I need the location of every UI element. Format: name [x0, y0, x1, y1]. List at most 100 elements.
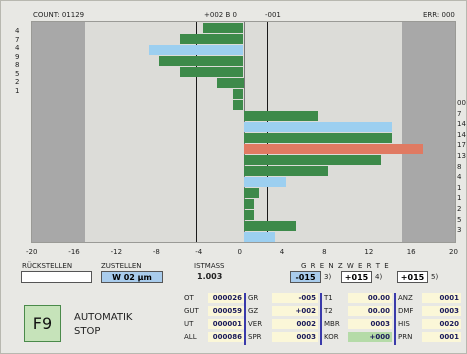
left-count-label: 1: [15, 86, 20, 95]
stat-value: 0001: [422, 293, 461, 303]
histogram-bar: [243, 166, 329, 176]
center-readout: +002 B 0: [204, 11, 237, 19]
stat-label: VER: [248, 320, 263, 328]
stat-label: GUT: [184, 307, 199, 315]
histogram-bar: [243, 111, 318, 121]
right-count-label: 00: [457, 99, 466, 107]
left-count-label: 4: [15, 44, 20, 52]
limit-3-field[interactable]: +015: [397, 271, 428, 283]
mode-line-1: AUTOMATIK: [74, 312, 133, 323]
stat-label: T2: [324, 307, 333, 315]
column-separator: [244, 293, 246, 345]
stat-value: 0003: [348, 319, 392, 329]
x-tick-label: 4: [279, 248, 285, 256]
count-readout: COUNT: 01129: [33, 11, 85, 19]
stat-value: 0003: [272, 332, 318, 342]
stat-label: OT: [184, 294, 194, 302]
zustellen-field[interactable]: W 02 µm: [101, 271, 163, 283]
right-count-label: 2: [457, 205, 462, 213]
x-tick-label: 20: [449, 248, 458, 256]
limit-1-field[interactable]: -015: [290, 271, 321, 283]
stat-value: +000: [348, 332, 392, 342]
zero-line: [243, 22, 245, 242]
right-count-label: 17: [457, 141, 466, 150]
stat-value: 000026: [208, 293, 244, 303]
left-count-label: 5: [15, 69, 20, 78]
stat-label: UT: [184, 320, 194, 328]
left-count-label: 8: [15, 61, 20, 69]
x-tick-label: -8: [152, 248, 160, 256]
column-separator: [320, 293, 322, 345]
right-count-label: 4: [457, 173, 462, 182]
x-tick-label: -16: [68, 248, 80, 256]
histogram-bar: [217, 78, 244, 88]
histogram-bar: [243, 210, 255, 220]
stat-value: 000086: [208, 332, 244, 342]
histogram-bar: [243, 232, 276, 242]
stat-label: T1: [324, 294, 333, 302]
stat-label: ALL: [184, 333, 197, 341]
rueckstellen-label: RÜCKSTELLEN: [22, 262, 73, 270]
histogram-bar: [203, 23, 244, 33]
right-count-label: 7: [457, 109, 462, 118]
lower-limit-zone: [32, 22, 85, 242]
histogram-bar: [180, 67, 244, 77]
mode-line-2: STOP: [74, 326, 101, 337]
stat-label: PRN: [398, 333, 413, 341]
stat-value: 00.00: [348, 306, 392, 316]
stat-label: SPR: [248, 333, 262, 341]
x-tick-label: 8: [322, 248, 327, 256]
stat-value: 0001: [422, 332, 461, 342]
right-count-label: 14: [457, 120, 466, 129]
x-tick-label: 16: [406, 248, 416, 256]
istmass-label: ISTMASS: [194, 262, 225, 270]
right-count-label: 13: [457, 152, 466, 160]
right-count-label: 5: [457, 215, 462, 224]
x-tick-label: -12: [110, 248, 123, 256]
offset-readout: -001: [265, 11, 281, 19]
x-tick-label: 0: [237, 248, 242, 256]
right-count-label: 8: [457, 162, 462, 171]
rueckstellen-field[interactable]: [21, 271, 92, 283]
x-tick-label: -4: [195, 248, 203, 256]
deviation-histogram: [31, 21, 456, 243]
left-count-label: 7: [15, 35, 20, 44]
stat-label: GR: [248, 294, 259, 302]
histogram-bar: [232, 100, 244, 110]
x-tick-label: 12: [364, 248, 374, 256]
stat-label: MBR: [324, 320, 340, 328]
x-tick-label: -20: [26, 248, 38, 256]
limit-2-field[interactable]: +015: [341, 271, 372, 283]
error-readout: ERR: 000: [423, 11, 455, 19]
left-count-label: 9: [15, 52, 20, 61]
limit-1-number: 3): [324, 273, 332, 281]
grenzwerte-label: G R E N Z W E R T E: [301, 262, 390, 270]
stat-value: 0002: [272, 319, 318, 329]
stat-label: DMF: [398, 307, 414, 315]
left-count-label: 4: [15, 27, 20, 35]
stat-label: HIS: [398, 320, 410, 328]
stat-value: 0003: [422, 306, 461, 316]
reference-line: [195, 22, 197, 242]
stat-value: 000059: [208, 306, 244, 316]
histogram-bar: [243, 221, 297, 231]
right-count-label: 14: [457, 130, 466, 139]
stat-label: KOR: [324, 333, 339, 341]
right-count-label: 3: [457, 226, 462, 235]
histogram-bar: [243, 177, 286, 187]
stat-value: 00.00: [348, 293, 392, 303]
upper-limit-zone: [402, 22, 455, 242]
limit-2-number: 4): [375, 273, 383, 281]
column-separator: [394, 293, 396, 345]
histogram-bar: [243, 133, 392, 143]
stat-value: +002: [272, 306, 318, 316]
right-count-label: 1: [457, 183, 462, 192]
zustellen-label: ZUSTELLEN: [101, 262, 142, 270]
histogram-bar: [243, 122, 392, 132]
histogram-bar: [149, 45, 244, 55]
istmass-value: 1.003: [197, 272, 223, 281]
stat-label: ANZ: [398, 294, 413, 302]
stat-value: -005: [272, 293, 318, 303]
f9-key-button[interactable]: F9: [24, 305, 61, 342]
